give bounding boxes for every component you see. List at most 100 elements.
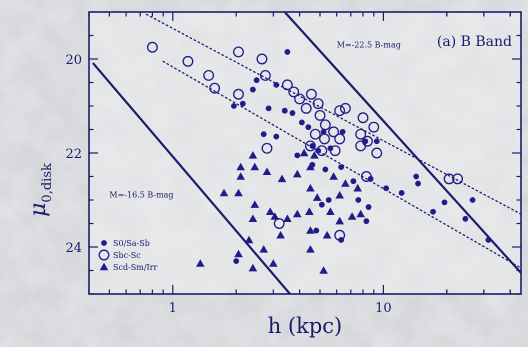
data-point-scd-sm-irr	[234, 188, 243, 197]
data-point-sbc-sc	[304, 140, 316, 152]
data-point-sbc-sc	[368, 121, 380, 133]
data-point-sbc-sc	[334, 133, 346, 145]
data-point-scd-sm-irr	[353, 183, 362, 192]
data-point-s0-sa-sb	[325, 197, 332, 203]
data-point-s0-sa-sb	[253, 77, 260, 84]
data-point-scd-sm-irr	[277, 174, 287, 183]
data-point-scd-sm-irr	[196, 259, 205, 267]
data-point-sbc-sc	[146, 41, 158, 53]
y-axis-label-sub: 0,disk	[40, 163, 55, 203]
data-point-s0-sa-sb	[249, 86, 256, 93]
data-point-scd-sm-irr	[347, 212, 357, 220]
data-point-s0-sa-sb	[289, 110, 296, 116]
data-point-sbc-sc	[362, 135, 373, 147]
data-point-sbc-sc	[209, 82, 221, 94]
data-point-s0-sa-sb	[365, 204, 372, 210]
data-point-scd-sm-irr	[248, 263, 258, 272]
magnitude-line	[283, 12, 521, 274]
data-point-sbc-sc	[355, 128, 367, 140]
data-point-s0-sa-sb	[363, 218, 370, 225]
dotted-reference-line	[145, 13, 521, 215]
panel-label: (a) B Band	[437, 34, 512, 50]
data-point-sbc-sc	[233, 88, 244, 100]
data-point-s0-sa-sb	[383, 185, 390, 192]
data-point-scd-sm-irr	[262, 167, 272, 175]
y-axis-label: μ0,disk	[26, 163, 55, 217]
data-point-scd-sm-irr	[293, 169, 302, 178]
axis-ticks: 1 10 20 22 24	[65, 12, 521, 316]
data-point-s0-sa-sb	[355, 197, 362, 203]
data-point-scd-sm-irr	[305, 207, 314, 215]
data-point-sbc-sc	[300, 102, 312, 114]
data-point-sbc-sc	[319, 119, 331, 131]
data-point-s0-sa-sb	[273, 81, 280, 88]
data-point-scd-sm-irr	[306, 245, 315, 253]
data-point-scd-sm-irr	[326, 207, 335, 215]
data-point-sbc-sc	[339, 102, 351, 114]
line-label-faint: M=-16.5 B-mag	[109, 191, 173, 200]
data-point-sbc-sc	[334, 229, 346, 241]
data-point-sbc-sc	[319, 133, 330, 145]
data-point-scd-sm-irr	[356, 209, 365, 218]
data-point-s0-sa-sb	[318, 201, 325, 208]
legend-marker	[98, 249, 110, 261]
data-point-s0-sa-sb	[265, 105, 272, 112]
data-point-s0-sa-sb	[305, 124, 312, 131]
data-point-s0-sa-sb	[233, 258, 240, 264]
data-point-sbc-sc	[281, 79, 293, 91]
data-point-sbc-sc	[288, 86, 300, 98]
data-point-scd-sm-irr	[299, 148, 309, 157]
data-point-sbc-sc	[452, 173, 464, 185]
data-point-sbc-sc	[273, 218, 285, 229]
data-point-sbc-sc	[259, 69, 271, 81]
data-point-s0-sa-sb	[373, 138, 380, 145]
data-point-scd-sm-irr	[236, 162, 245, 171]
data-point-sbc-sc	[256, 53, 268, 65]
data-point-s0-sa-sb	[485, 237, 492, 243]
data-point-s0-sa-sb	[281, 107, 288, 114]
data-point-sbc-sc	[294, 93, 306, 105]
data-point-s0-sa-sb	[322, 166, 329, 173]
data-point-s0-sa-sb	[413, 173, 420, 180]
data-point-s0-sa-sb	[239, 100, 246, 107]
data-point-scd-sm-irr	[306, 183, 315, 192]
data-point-sbc-sc	[334, 105, 346, 117]
y-tick-label: 24	[65, 241, 82, 256]
data-point-s0-sa-sb	[294, 152, 301, 159]
data-point-scd-sm-irr	[234, 249, 243, 258]
data-point-scd-sm-irr	[248, 214, 258, 222]
data-point-scd-sm-irr	[250, 200, 260, 208]
data-point-scd-sm-irr	[236, 172, 245, 180]
legend-marker	[99, 262, 109, 271]
data-point-sbc-sc	[329, 145, 341, 157]
data-point-s0-sa-sb	[313, 227, 320, 234]
data-point-s0-sa-sb	[338, 164, 345, 171]
legend: S0/Sa-Sb Sbc-Sc Scd-Sm/Irr	[98, 239, 158, 272]
data-point-sbc-sc	[328, 126, 340, 138]
y-tick-label: 20	[65, 53, 82, 68]
data-point-s0-sa-sb	[430, 208, 436, 215]
magnitude-line	[92, 62, 292, 294]
data-point-scd-sm-irr	[276, 230, 285, 239]
data-point-scd-sm-irr	[341, 179, 350, 187]
data-point-s0-sa-sb	[309, 143, 316, 149]
y-tick-label: 22	[65, 147, 82, 162]
data-point-sbc-sc	[312, 98, 324, 110]
data-point-scd-sm-irr	[265, 207, 275, 215]
legend-marker	[101, 240, 107, 246]
data-point-s0-sa-sb	[441, 199, 448, 206]
data-point-scd-sm-irr	[335, 191, 344, 199]
data-point-scd-sm-irr	[306, 162, 315, 171]
x-axis-label: h (kpc)	[268, 314, 343, 338]
data-point-s0-sa-sb	[284, 49, 291, 55]
data-point-scd-sm-irr	[322, 230, 332, 239]
line-label-bright: M=-22.5 B-mag	[337, 40, 401, 49]
data-points	[146, 41, 492, 274]
data-point-sbc-sc	[182, 55, 194, 67]
x-tick-label: 10	[375, 301, 392, 316]
data-point-s0-sa-sb	[230, 103, 237, 109]
data-point-scd-sm-irr	[310, 151, 319, 159]
data-point-s0-sa-sb	[260, 131, 267, 138]
data-point-scd-sm-irr	[335, 216, 344, 225]
